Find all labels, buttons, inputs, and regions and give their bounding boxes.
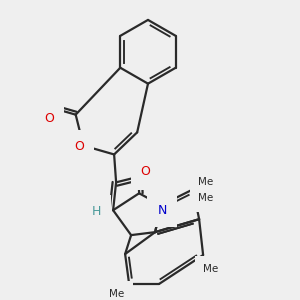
Text: Me: Me [203, 264, 219, 274]
Text: O: O [74, 140, 84, 153]
Text: Me: Me [199, 177, 214, 187]
Text: H: H [92, 205, 101, 218]
Text: O: O [44, 112, 54, 124]
Text: O: O [140, 165, 150, 178]
Text: Me: Me [199, 193, 214, 203]
Text: Me: Me [110, 289, 125, 299]
Text: N: N [158, 204, 167, 217]
Text: O: O [144, 167, 154, 180]
